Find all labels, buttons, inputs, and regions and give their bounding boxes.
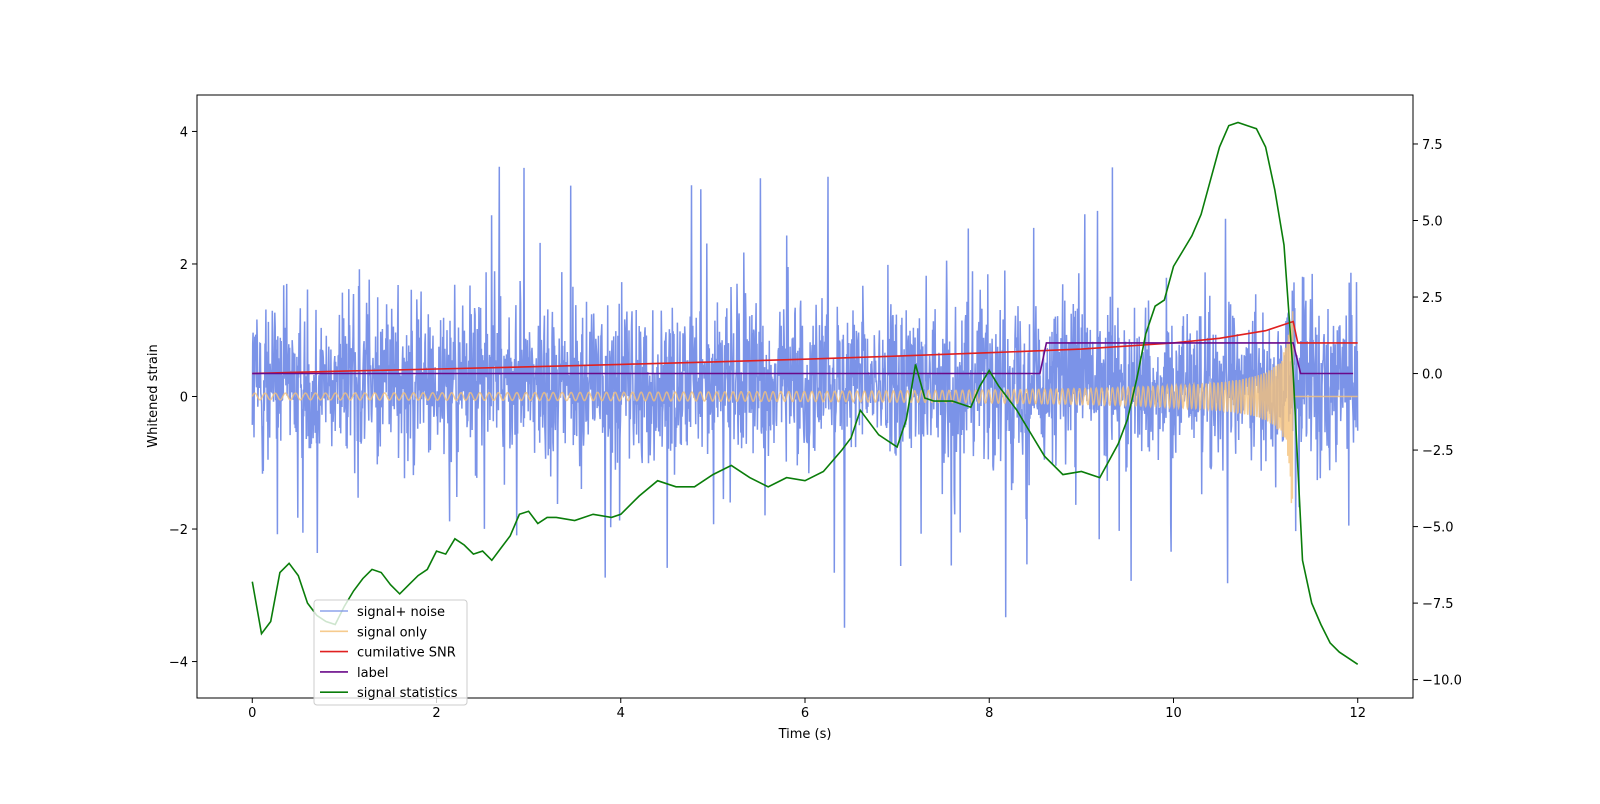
series-cumulative-snr [252, 320, 1358, 375]
series-signal-noise [251, 166, 1359, 628]
y2-tick-label: 7.5 [1422, 138, 1443, 153]
y-tick-label: 4 [180, 125, 188, 140]
series-label [252, 342, 1354, 375]
legend: signal+ noise signal only cumilative SNR la… [313, 599, 468, 706]
x-tick-label: 0 [248, 706, 256, 721]
x-tick-label: 6 [801, 706, 809, 721]
series-signal-only [251, 311, 1358, 504]
y2-tick-label: −2.5 [1422, 444, 1454, 459]
x-axis-label: Time (s) [778, 727, 832, 742]
y-axis-label: Whitened strain [146, 344, 161, 447]
legend-label: cumilative SNR [357, 646, 456, 661]
y2-tick-label: −10.0 [1422, 674, 1462, 689]
legend-box [313, 599, 468, 706]
y2-tick-label: 5.0 [1422, 214, 1443, 229]
y2-tick-label: −7.5 [1422, 597, 1454, 612]
series-signal-statistics [251, 121, 1359, 665]
legend-label: signal statistics [357, 686, 458, 701]
x-tick-label: 12 [1349, 706, 1366, 721]
legend-label: signal+ noise [357, 605, 445, 620]
y-tick-label: −4 [169, 656, 188, 671]
y2-tick-label: −5.0 [1422, 521, 1454, 536]
y2-tick-label: 0.0 [1422, 368, 1443, 383]
legend-label: label [357, 666, 388, 681]
x-tick-label: 8 [985, 706, 993, 721]
y-tick-label: 2 [180, 258, 188, 273]
y-tick-label: −2 [169, 523, 188, 538]
legend-label: signal only [357, 625, 427, 640]
y-tick-label: 0 [180, 391, 188, 406]
x-tick-label: 2 [432, 706, 440, 721]
x-tick-label: 4 [617, 706, 625, 721]
y2-tick-label: 2.5 [1422, 291, 1443, 306]
x-tick-label: 10 [1165, 706, 1182, 721]
